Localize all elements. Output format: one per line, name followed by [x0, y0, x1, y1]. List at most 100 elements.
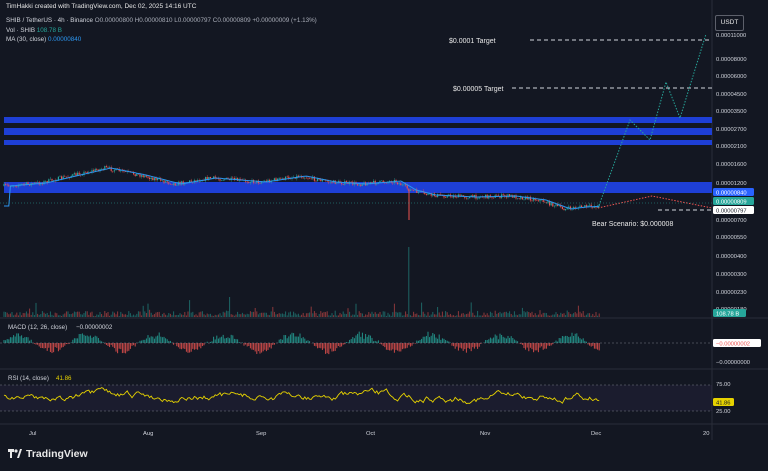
last-price-tag-text: 0.00000809: [716, 200, 747, 206]
candle-body: [254, 182, 256, 184]
resistance-zone[interactable]: [4, 117, 712, 123]
time-tick: Dec: [591, 431, 601, 437]
candle-body: [249, 182, 251, 183]
bear-projection-path[interactable]: [597, 195, 713, 209]
volume-bar: [43, 312, 45, 317]
macd-bar: [456, 343, 458, 347]
candle-body: [310, 178, 312, 180]
volume-legend-row[interactable]: Vol · SHIB 108.78 B: [6, 26, 317, 36]
candle-body: [411, 189, 413, 191]
volume-bar: [53, 315, 55, 317]
volume-bar: [422, 311, 424, 317]
candle-body: [329, 181, 331, 183]
tradingview-brand[interactable]: TradingView: [8, 448, 88, 460]
volume-bar: [454, 315, 456, 317]
candle-body: [521, 196, 523, 200]
candle-body: [496, 195, 498, 196]
macd-bar: [361, 332, 363, 343]
candle-body: [181, 181, 183, 185]
volume-bar: [387, 312, 389, 317]
volume-bar: [589, 313, 591, 317]
price-axis[interactable]: 0.00011000 0.00008000 0.00006000 0.00004…: [716, 33, 747, 313]
macd-bar: [528, 343, 530, 352]
volume-bar: [181, 314, 183, 317]
macd-bar: [272, 343, 274, 345]
bull-projection-path[interactable]: [597, 33, 707, 209]
volume-bar: [398, 312, 400, 317]
macd-bar: [360, 336, 362, 343]
macd-bar: [203, 343, 205, 346]
symbol-name[interactable]: SHIB / TetherUS · 4h · Binance: [6, 17, 94, 24]
candle-body: [139, 174, 141, 177]
macd-bar: [134, 343, 136, 347]
resistance-zones[interactable]: [4, 117, 712, 193]
macd-bar: [549, 343, 551, 346]
macd-bar: [121, 343, 123, 354]
macd-bar: [62, 343, 64, 348]
macd-histogram[interactable]: [3, 331, 600, 355]
volume-bar: [213, 315, 215, 317]
support-zone[interactable]: [4, 182, 712, 193]
volume-bar: [149, 309, 151, 317]
moving-average-line[interactable]: [4, 167, 600, 210]
volume-bar: [326, 311, 328, 317]
macd-bar: [209, 341, 211, 343]
macd-bar: [85, 335, 87, 343]
volume-bar: [366, 314, 368, 317]
macd-bar: [142, 339, 144, 343]
macd-bar: [125, 343, 127, 354]
volume-bar: [134, 315, 136, 317]
resistance-zone[interactable]: [4, 140, 712, 145]
volume-value: 108.78 B: [36, 26, 63, 34]
rsi-line[interactable]: [3, 387, 600, 405]
macd-bar: [165, 338, 167, 343]
candle-body: [75, 173, 77, 176]
volume-bar: [102, 315, 104, 317]
candle-body: [85, 171, 87, 173]
resistance-zone[interactable]: [4, 128, 712, 135]
macd-bar: [411, 343, 413, 346]
macd-bar: [227, 337, 229, 343]
price-tick: 0.00002700: [716, 127, 747, 133]
volume-bar: [277, 314, 279, 317]
volume-bar: [75, 312, 77, 317]
macd-bar: [513, 339, 515, 343]
macd-bar: [43, 343, 45, 349]
macd-bar: [195, 343, 197, 350]
macd-bar: [19, 336, 21, 343]
candle-body: [112, 170, 114, 172]
candle-body: [438, 194, 440, 195]
volume-bar: [83, 313, 85, 317]
volume-bar: [349, 311, 351, 317]
candle-body: [531, 200, 533, 201]
symbol-row[interactable]: SHIB / TetherUS · 4h · Binance O0.000008…: [6, 16, 317, 26]
candle-body: [149, 177, 151, 180]
candle-body: [281, 178, 283, 179]
macd-bar: [189, 343, 191, 353]
volume-bar: [283, 314, 285, 317]
macd-bar: [451, 343, 453, 346]
candle-body: [265, 180, 267, 182]
volume-bar: [537, 314, 539, 317]
volume-bar: [544, 312, 546, 317]
ma-legend-row[interactable]: MA (30, close) 0.00000840: [6, 35, 317, 45]
candle-body: [161, 180, 163, 182]
volume-bar: [291, 315, 293, 317]
candle-body: [232, 177, 234, 179]
volume-bar: [280, 313, 282, 317]
candle-body: [584, 205, 586, 208]
macd-bar: [131, 343, 133, 346]
volume-bar: [273, 311, 275, 317]
macd-bar: [149, 337, 151, 343]
volume-bars[interactable]: [3, 247, 600, 317]
macd-bar: [17, 333, 19, 343]
macd-bar: [377, 340, 379, 343]
time-axis[interactable]: Jul Aug Sep Oct Nov Dec 20: [29, 431, 709, 437]
volume-bar: [309, 312, 311, 317]
macd-bar: [509, 337, 511, 343]
macd-bar: [238, 342, 240, 343]
macd-bar: [261, 343, 263, 353]
candle-body: [345, 181, 347, 183]
currency-selector[interactable]: USDT: [715, 15, 744, 31]
